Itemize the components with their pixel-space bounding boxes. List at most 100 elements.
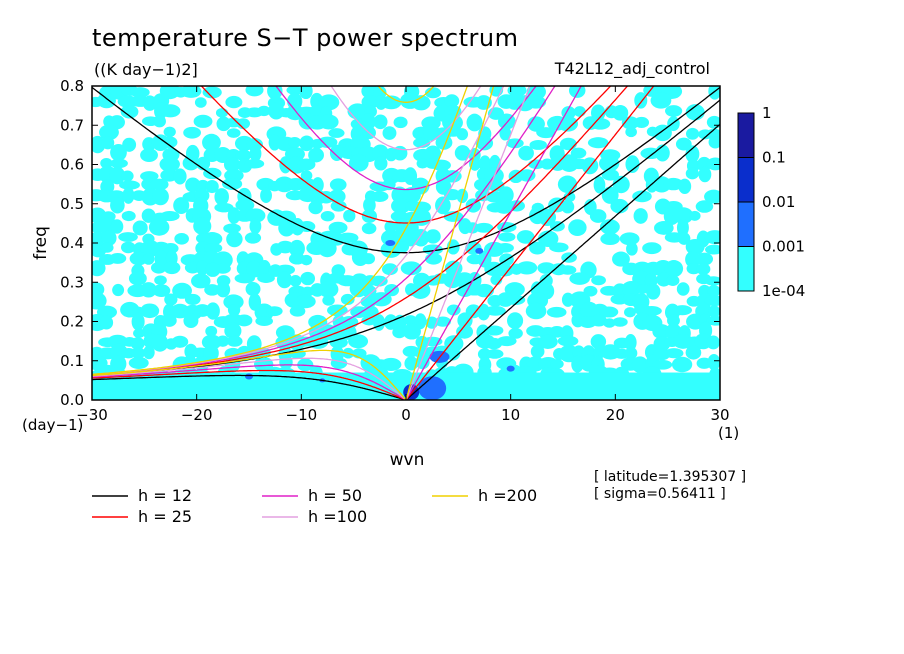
power-cell [695, 200, 714, 213]
power-cell [671, 356, 693, 373]
power-cell [160, 104, 181, 118]
dispersion-curve [405, 123, 720, 400]
power-cell [226, 335, 243, 347]
power-cell [149, 178, 169, 191]
dispersion-curve [405, 86, 531, 400]
power-cell [561, 199, 575, 214]
power-cell [593, 176, 606, 194]
power-cell [329, 178, 347, 192]
power-cell [677, 232, 691, 245]
colorbar-label: 0.001 [762, 238, 805, 256]
power-cell [258, 260, 272, 278]
dispersion-curve [92, 99, 720, 377]
power-cell [546, 306, 567, 318]
dispersion-curve [92, 369, 407, 400]
power-cell [373, 114, 388, 130]
legend-label: h = 12 [138, 486, 192, 505]
power-cell [424, 87, 442, 99]
power-cell [516, 261, 538, 275]
power-cell [416, 158, 429, 169]
power-cell [205, 179, 219, 194]
power-cell [569, 272, 590, 285]
power-cell [475, 283, 495, 298]
power-cell [154, 275, 167, 286]
y-tick-label: 0.5 [60, 195, 84, 213]
power-cell [444, 94, 460, 108]
power-cell [624, 334, 637, 352]
power-cell [477, 303, 491, 321]
power-cell [559, 265, 577, 275]
power-cell [374, 156, 388, 171]
power-cell [526, 86, 546, 100]
power-cell [99, 124, 119, 141]
colorbar: 1e-04 0.001 0.01 0.1 1 [737, 104, 805, 300]
power-cell [275, 264, 295, 275]
power-cell [203, 167, 222, 180]
power-cell [159, 156, 180, 172]
power-cell [518, 169, 536, 182]
power-cell [708, 135, 720, 149]
power-cell [527, 116, 545, 132]
power-cell [289, 239, 305, 258]
power-cell [435, 135, 453, 150]
power-cell [300, 271, 316, 286]
power-cell [194, 97, 207, 108]
power-cell [308, 200, 323, 215]
power-cell [621, 281, 641, 297]
power-cell [109, 252, 127, 264]
power-cell [225, 95, 243, 109]
power-cell [599, 306, 619, 318]
power-cell [599, 155, 620, 172]
power-cell [626, 242, 638, 256]
y-tick-label: 0.8 [60, 77, 84, 95]
power-cell [337, 232, 359, 243]
power-cell [299, 86, 313, 100]
power-blob [506, 365, 515, 372]
y-axis: 0.0 0.1 0.2 0.3 0.4 0.5 0.6 0.7 0.8 [60, 77, 720, 409]
power-cell [654, 221, 674, 235]
power-cell [634, 92, 648, 109]
power-cell [558, 116, 579, 132]
dispersion-curve [92, 86, 556, 376]
power-cell [223, 223, 241, 234]
power-cell [563, 191, 576, 203]
power-cell [568, 219, 587, 237]
power-cell [249, 145, 262, 162]
power-cell [172, 282, 192, 299]
latitude-info: [ latitude=1.395307 ] [594, 469, 746, 485]
power-cell [235, 314, 253, 327]
colorbar-swatch [737, 157, 755, 203]
dispersion-curve [92, 86, 720, 254]
x-unit-label: (1) [718, 424, 739, 442]
y-axis-label: freq [31, 226, 51, 260]
power-cell [424, 145, 442, 163]
power-cell [294, 294, 316, 309]
power-cell [676, 282, 690, 296]
power-cell [573, 106, 586, 117]
colorbar-label: 0.1 [762, 149, 786, 167]
power-cell [360, 113, 376, 131]
power-cell [570, 147, 587, 159]
power-cell [589, 209, 607, 223]
power-cell [402, 323, 421, 340]
power-cell [612, 175, 630, 194]
power-cell [590, 314, 607, 327]
colorbar-swatch [737, 201, 755, 247]
power-cell [266, 306, 283, 317]
power-cell [348, 154, 369, 172]
power-cell [289, 274, 302, 287]
power-cell [152, 284, 171, 297]
y-tick-label: 0.7 [60, 116, 84, 134]
power-cell [603, 318, 616, 328]
y-tick-label: 0.3 [60, 273, 84, 291]
power-cell [499, 126, 512, 141]
power-cell [631, 356, 649, 374]
power-cell [130, 87, 150, 98]
power-cell [226, 231, 243, 248]
power-cell [249, 218, 262, 235]
power-cell [571, 355, 584, 373]
power-cell [130, 337, 145, 351]
power-cell [382, 178, 396, 191]
power-cell [223, 157, 241, 173]
power-cell [361, 253, 376, 265]
